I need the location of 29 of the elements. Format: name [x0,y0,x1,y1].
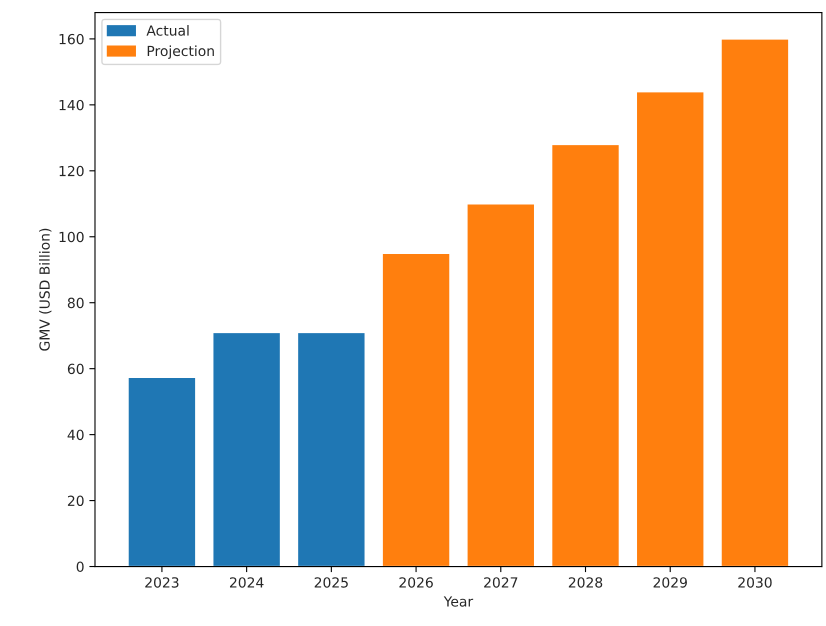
bar [127,376,196,567]
x-tick-label: 2027 [484,577,518,588]
bar [636,90,705,567]
y-tick-label: 0 [76,562,84,572]
bar [720,38,790,567]
y-tick-label: 140 [60,100,84,110]
bar [296,332,366,567]
legend-label: Projection [148,45,214,59]
x-tick-label: 2025 [314,577,348,588]
x-tick-label: 2028 [568,577,602,588]
y-tick-label: 100 [60,232,84,242]
x-tick-label: 2026 [399,577,433,588]
x-tick-label: 2030 [738,577,772,588]
y-tick-label: 20 [68,496,84,506]
y-tick-label: 60 [68,364,84,374]
y-tick-label: 80 [68,298,84,308]
bar [550,144,620,567]
y-tick-label: 40 [68,430,84,440]
y-axis-title: GMV (USD Billion) [39,228,52,351]
x-tick-label: 2023 [145,577,178,588]
y-tick-label: 120 [60,166,84,176]
x-axis-title: Year [444,596,474,607]
x-tick-label: 2029 [654,577,687,588]
bar [381,252,451,567]
y-tick-label: 160 [60,34,84,44]
bar [466,203,536,567]
bar [212,332,282,567]
legend-label: Actual [146,25,189,36]
x-tick-label: 2024 [230,577,264,588]
